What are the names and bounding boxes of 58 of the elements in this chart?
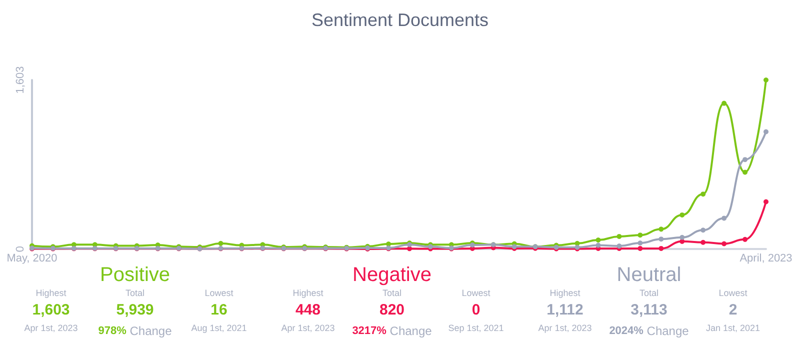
text: 1,112: [546, 302, 584, 318]
text: Highest: [550, 288, 581, 298]
point: [218, 240, 224, 246]
point: [764, 78, 768, 82]
point: [742, 157, 748, 162]
series-label: Positive: [100, 264, 170, 286]
chart-title: Sentiment Documents: [311, 10, 489, 30]
text: Jan 1st, 2021: [706, 323, 760, 333]
text: Apr 1st, 2023: [24, 323, 78, 333]
point: [596, 238, 601, 243]
point: [764, 129, 768, 134]
point: [700, 240, 706, 245]
text: 978% Change: [98, 324, 172, 338]
text: 16: [210, 302, 228, 318]
point: [722, 241, 727, 246]
point: [764, 199, 768, 204]
point: [658, 236, 664, 242]
text: 3217% Change: [352, 324, 432, 338]
point: [596, 242, 601, 248]
text: Highest: [292, 288, 324, 298]
text: Apr 1st, 2023: [281, 323, 335, 333]
x-tick-label: May, 2020: [6, 252, 58, 264]
point: [616, 234, 622, 239]
point: [680, 238, 685, 244]
point: [658, 226, 664, 232]
text: 1,603: [32, 302, 70, 318]
text: 820: [379, 302, 405, 318]
point: [700, 192, 706, 197]
point: [658, 246, 664, 251]
text: 2024% Change: [609, 324, 690, 338]
text: Sep 1st, 2021: [448, 323, 504, 333]
text: 0: [472, 302, 480, 318]
text: Total: [639, 288, 659, 298]
text: 3,113: [630, 302, 668, 318]
point: [680, 212, 685, 218]
text: Highest: [36, 288, 67, 298]
point: [700, 228, 706, 233]
text: Apr 1st, 2023: [538, 323, 592, 333]
text: Total: [382, 288, 402, 298]
x-tick-label: April, 2023: [740, 252, 792, 264]
point: [722, 216, 727, 221]
point: [638, 232, 643, 238]
point: [722, 100, 727, 106]
text: Lowest: [204, 288, 234, 298]
point: [638, 246, 643, 251]
series-label: Neutral: [616, 264, 682, 286]
point: [638, 240, 643, 246]
text: 5,939: [116, 302, 154, 318]
text: Aug 1st, 2021: [191, 323, 247, 333]
text: Lowest: [718, 288, 748, 298]
point: [742, 236, 748, 242]
text: 448: [295, 302, 321, 318]
series-label: Negative: [352, 264, 432, 286]
point: [680, 234, 685, 240]
text: Total: [125, 288, 145, 298]
text: Lowest: [462, 288, 491, 298]
text: 2: [728, 302, 738, 318]
point: [742, 170, 748, 175]
